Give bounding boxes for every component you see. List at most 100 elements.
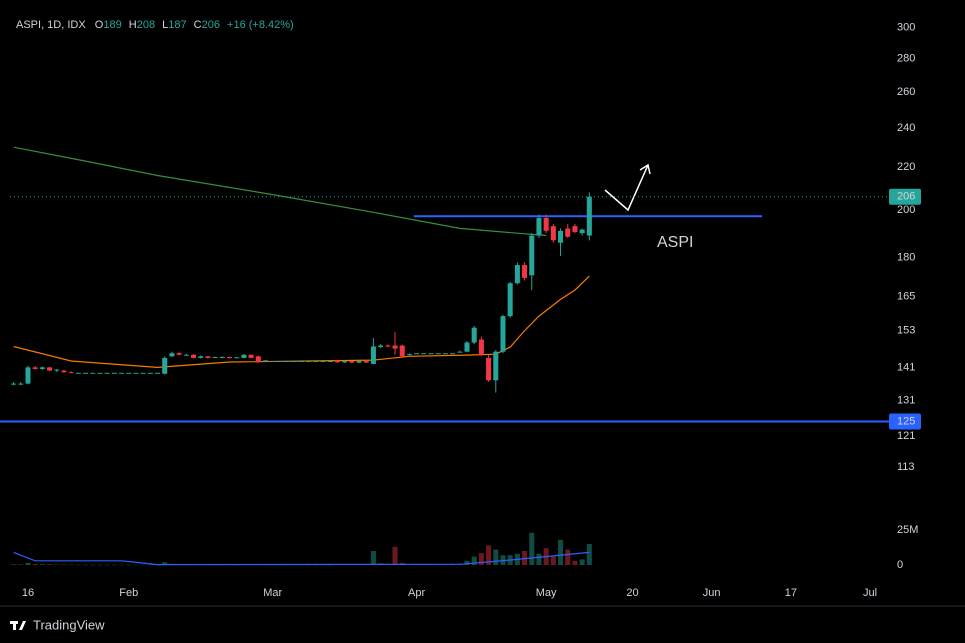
candle-body bbox=[349, 361, 355, 363]
candle-body bbox=[500, 316, 506, 352]
volume-bar bbox=[75, 564, 81, 566]
candle-body bbox=[25, 367, 31, 384]
candle-body bbox=[54, 369, 60, 371]
low-value: 187 bbox=[168, 19, 186, 31]
y-tick-label: 113 bbox=[897, 461, 915, 473]
candle-body bbox=[104, 372, 110, 374]
volume-bar bbox=[493, 549, 499, 565]
volume-bar bbox=[104, 564, 110, 566]
symbol: ASPI, 1D, IDX bbox=[16, 19, 86, 31]
candle-body bbox=[162, 357, 168, 374]
candle-body bbox=[435, 353, 441, 355]
x-tick-label: Mar bbox=[263, 587, 282, 599]
candle-body bbox=[205, 356, 211, 358]
candle-body bbox=[392, 345, 398, 349]
candle-body bbox=[327, 361, 333, 363]
low-prefix: L bbox=[162, 19, 168, 31]
price-label: 206 bbox=[897, 191, 915, 203]
candle-body bbox=[126, 372, 132, 374]
y-tick-label: 121 bbox=[897, 430, 915, 442]
candle-body bbox=[579, 229, 585, 234]
y-tick-label: 131 bbox=[897, 394, 915, 406]
volume-average-line bbox=[13, 551, 590, 566]
x-tick-label: Jun bbox=[703, 587, 721, 599]
volume-bar bbox=[119, 564, 125, 566]
candle-body bbox=[226, 356, 233, 358]
candle-body bbox=[572, 226, 578, 232]
candle-body bbox=[277, 361, 283, 363]
y-tick-label: 280 bbox=[897, 53, 915, 65]
volume-bar bbox=[370, 551, 376, 565]
volume-bar bbox=[486, 545, 492, 565]
candle-body bbox=[140, 372, 146, 374]
x-tick-label: 20 bbox=[626, 587, 638, 599]
volume-bar bbox=[558, 539, 564, 565]
logo-part bbox=[13, 621, 16, 630]
volume-bar bbox=[579, 559, 585, 565]
candle-body bbox=[83, 372, 89, 374]
open-value: 189 bbox=[103, 19, 121, 31]
volume-bar bbox=[565, 549, 571, 565]
candle-body bbox=[586, 196, 592, 236]
volume-tick-label: 25M bbox=[897, 524, 918, 536]
candle-body bbox=[234, 357, 240, 359]
candle-body bbox=[291, 361, 297, 363]
logo-part bbox=[19, 621, 26, 630]
candle-body bbox=[75, 372, 81, 374]
candle-body bbox=[219, 356, 225, 358]
candle-body bbox=[18, 383, 24, 385]
candle-body bbox=[176, 353, 182, 355]
candle-body bbox=[169, 353, 175, 357]
volume-bar bbox=[90, 564, 96, 566]
candle-body bbox=[155, 372, 161, 374]
candle-body bbox=[68, 372, 74, 374]
change: +16 (+8.42%) bbox=[227, 19, 294, 31]
candle-body bbox=[284, 361, 290, 363]
volume-bar bbox=[522, 551, 528, 565]
candle-body bbox=[428, 353, 434, 355]
candle-body bbox=[270, 361, 276, 363]
candle-body bbox=[248, 354, 254, 358]
volume-bar bbox=[47, 564, 53, 565]
candle-body bbox=[507, 283, 513, 317]
candle-body bbox=[529, 235, 535, 276]
candle-body bbox=[450, 353, 456, 355]
candle-body bbox=[212, 356, 218, 358]
candle-body bbox=[255, 356, 261, 363]
candle-body bbox=[464, 342, 470, 352]
volume-bar bbox=[126, 564, 132, 566]
x-tick-label: 17 bbox=[785, 587, 797, 599]
y-tick-label: 141 bbox=[897, 361, 915, 373]
y-tick-label: 153 bbox=[897, 325, 915, 337]
candle-body bbox=[334, 360, 340, 363]
volume-bar bbox=[572, 560, 578, 565]
price-label: 125 bbox=[897, 415, 915, 427]
candle-body bbox=[147, 372, 153, 374]
y-tick-label: 200 bbox=[897, 204, 915, 216]
volume-bar bbox=[133, 564, 139, 566]
y-tick-label: 260 bbox=[897, 86, 915, 98]
candle-body bbox=[198, 356, 204, 358]
y-tick-label: 165 bbox=[897, 291, 915, 303]
close-prefix: C bbox=[194, 19, 202, 31]
high-value: 208 bbox=[137, 19, 155, 31]
volume-bar bbox=[471, 556, 477, 565]
volume-bar bbox=[140, 564, 146, 566]
volume-bar bbox=[11, 564, 17, 565]
candle-body bbox=[90, 372, 96, 374]
candle-body bbox=[378, 345, 384, 348]
candle-body bbox=[320, 361, 326, 363]
candle-body bbox=[543, 218, 549, 231]
candle-body bbox=[183, 354, 189, 356]
candle-body bbox=[565, 228, 571, 237]
candle-body bbox=[486, 357, 492, 381]
candle-body bbox=[47, 367, 53, 371]
candle-body bbox=[342, 361, 348, 363]
candle-body bbox=[313, 361, 319, 363]
volume-bar bbox=[83, 564, 89, 566]
legend-header: ASPI, 1D, IDX O189 H208 L187 C206 +16 (+… bbox=[16, 19, 294, 31]
y-tick-label: 220 bbox=[897, 161, 915, 173]
candle-body bbox=[241, 354, 247, 358]
candle-body bbox=[514, 265, 520, 284]
